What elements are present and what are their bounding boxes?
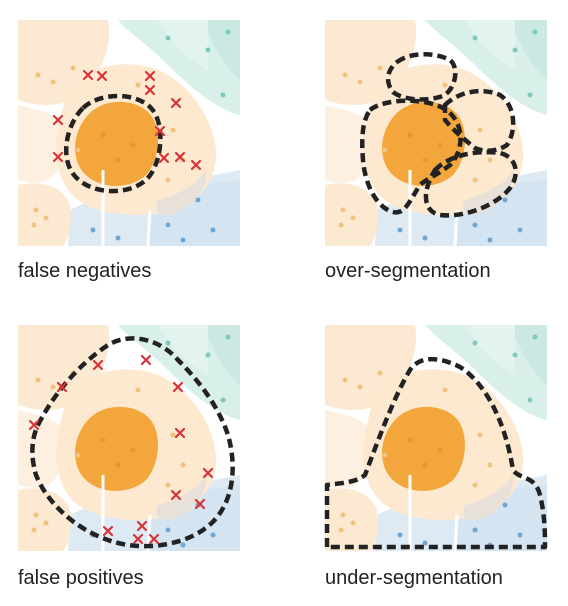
panel-false-positives (18, 325, 240, 551)
panel-over-segmentation (325, 20, 547, 246)
panel-label: false negatives (18, 260, 151, 282)
panel-false-negatives (18, 20, 240, 246)
panel-label: under-segmentation (325, 567, 503, 589)
panel-under-segmentation (325, 325, 547, 551)
panel-label: over-segmentation (325, 260, 491, 282)
panel-label: false positives (18, 567, 144, 589)
